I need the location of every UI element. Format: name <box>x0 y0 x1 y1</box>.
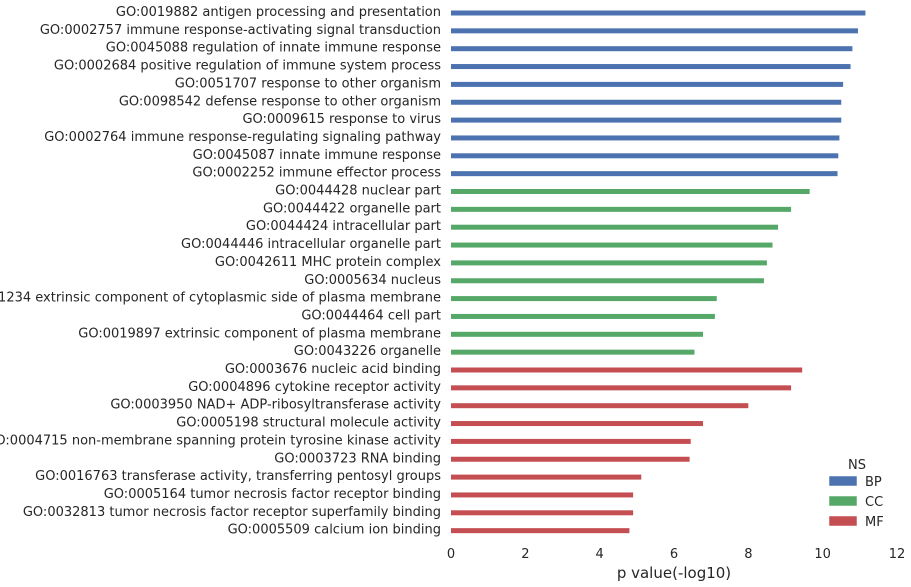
bar <box>451 260 767 266</box>
bar <box>451 331 703 337</box>
bar <box>451 528 630 534</box>
category-label: GO:0044424 intracellular part <box>246 219 441 234</box>
x-tick-label: 12 <box>889 547 906 562</box>
x-tick-label: 6 <box>670 547 678 562</box>
category-label: GO:0098542 defense response to other org… <box>119 94 441 109</box>
bar <box>451 510 634 516</box>
category-label: GO:0016763 transferase activity, transfe… <box>35 469 441 484</box>
category-label: GO:0051707 response to other organism <box>175 76 441 91</box>
bar <box>451 135 840 141</box>
bar <box>451 403 749 409</box>
bar <box>451 171 838 177</box>
bar <box>451 46 853 52</box>
category-label: GO:0045087 innate immune response <box>193 148 441 163</box>
bar <box>451 313 715 319</box>
category-label: GO:0043226 organelle <box>294 344 441 359</box>
category-labels: GO:0019882 antigen processing and presen… <box>0 5 441 538</box>
bar <box>451 456 690 462</box>
x-tick-label: 2 <box>521 547 529 562</box>
category-label: GO:0042611 MHC protein complex <box>215 255 441 270</box>
bars-group <box>451 10 866 534</box>
x-tick-label: 0 <box>447 547 455 562</box>
category-label: GO:0044428 nuclear part <box>275 184 441 199</box>
legend-swatch <box>828 475 858 487</box>
legend-label: BP <box>865 475 882 490</box>
bar <box>451 278 764 284</box>
category-label: GO:0019897 extrinsic component of plasma… <box>78 326 441 341</box>
bar <box>451 438 691 444</box>
x-axis-ticks: 0 2 4 6 8 10 12 <box>447 547 905 562</box>
category-label: GO:0004896 cytokine receptor activity <box>188 380 441 395</box>
legend-title: NS <box>848 458 866 473</box>
bar <box>451 349 695 355</box>
category-label: GO:0019882 antigen processing and presen… <box>116 5 441 20</box>
bar <box>451 224 779 230</box>
category-label: GO:0005164 tumor necrosis factor recepto… <box>104 487 441 502</box>
x-tick-label: 4 <box>596 547 604 562</box>
bar <box>451 367 803 373</box>
legend-label: CC <box>865 495 883 510</box>
bar <box>451 117 842 123</box>
category-label: GO:0002684 positive regulation of immune… <box>54 59 441 74</box>
bar <box>451 421 703 427</box>
legend-swatch <box>828 495 858 507</box>
x-tick-label: 10 <box>814 547 831 562</box>
category-label: GO:0044464 cell part <box>301 308 441 323</box>
category-label: GO:0002252 immune effector process <box>192 166 441 181</box>
bar <box>451 10 866 16</box>
legend-swatch <box>828 515 858 527</box>
category-label: GO:0032813 tumor necrosis factor recepto… <box>23 505 441 520</box>
category-label: GO:0005509 calcium ion binding <box>228 523 441 538</box>
bar <box>451 81 844 87</box>
category-label: GO:0004715 non-membrane spanning protein… <box>0 433 441 448</box>
x-tick-label: 8 <box>744 547 752 562</box>
category-label: GO:0009615 response to virus <box>242 112 441 127</box>
category-label: GO:0005198 structural molecule activity <box>176 416 441 431</box>
bar <box>451 492 634 498</box>
bar <box>451 242 773 248</box>
legend: NS BP CC MF <box>828 458 884 530</box>
category-label: GO:0003676 nucleic acid binding <box>225 362 441 377</box>
legend-label: MF <box>865 515 884 530</box>
bar <box>451 474 642 480</box>
bar <box>451 385 792 391</box>
category-label: GO:0003723 RNA binding <box>274 451 441 466</box>
category-label: GO:0044446 intracellular organelle part <box>181 237 441 252</box>
category-label: GO:0044422 organelle part <box>263 201 441 216</box>
bar <box>451 28 858 34</box>
category-label: GO:0045088 regulation of innate immune r… <box>106 41 441 56</box>
bar <box>451 206 792 212</box>
bar <box>451 189 810 194</box>
x-axis-label: p value(-log10) <box>617 564 731 582</box>
category-label: GO:0002764 immune response-regulating si… <box>44 130 441 145</box>
bar <box>451 64 851 70</box>
category-label: GO:0003950 NAD+ ADP-ribosyltransferase a… <box>110 398 441 413</box>
bar <box>451 296 717 302</box>
bar <box>451 153 839 159</box>
category-label: GO:0002757 immune response-activating si… <box>40 23 441 38</box>
bar <box>451 99 842 105</box>
category-label: GO:0005634 nucleus <box>304 273 441 288</box>
category-label: GO:0031234 extrinsic component of cytopl… <box>0 291 441 306</box>
